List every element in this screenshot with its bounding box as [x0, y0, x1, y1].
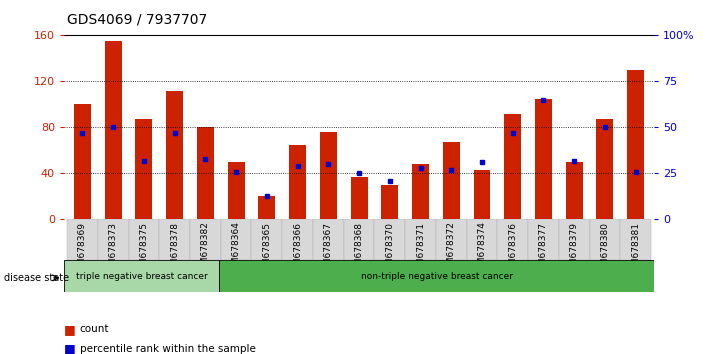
- Text: ■: ■: [64, 342, 76, 354]
- Bar: [159, 219, 190, 260]
- Text: GSM678382: GSM678382: [201, 222, 210, 276]
- Bar: [504, 114, 521, 219]
- Bar: [351, 177, 368, 219]
- Bar: [559, 219, 589, 260]
- Bar: [535, 99, 552, 219]
- Bar: [627, 70, 644, 219]
- Text: GDS4069 / 7937707: GDS4069 / 7937707: [67, 12, 208, 26]
- Bar: [412, 164, 429, 219]
- Bar: [381, 185, 398, 219]
- Text: GSM678364: GSM678364: [232, 222, 240, 276]
- Bar: [129, 219, 159, 260]
- Text: GSM678365: GSM678365: [262, 222, 272, 276]
- Bar: [375, 219, 405, 260]
- Text: GSM678378: GSM678378: [170, 222, 179, 276]
- Bar: [74, 104, 91, 219]
- Text: GSM678377: GSM678377: [539, 222, 548, 276]
- Bar: [282, 219, 313, 260]
- Bar: [436, 219, 466, 260]
- Text: GSM678369: GSM678369: [78, 222, 87, 276]
- Bar: [320, 132, 337, 219]
- Text: GSM678379: GSM678379: [570, 222, 579, 276]
- Text: percentile rank within the sample: percentile rank within the sample: [80, 344, 255, 354]
- Text: ■: ■: [64, 323, 76, 336]
- Bar: [190, 219, 220, 260]
- Text: count: count: [80, 324, 109, 334]
- Bar: [197, 127, 214, 219]
- Bar: [597, 119, 614, 219]
- Bar: [228, 162, 245, 219]
- Bar: [443, 142, 460, 219]
- Bar: [343, 219, 375, 260]
- Bar: [289, 145, 306, 219]
- Bar: [166, 91, 183, 219]
- Bar: [528, 219, 559, 260]
- Bar: [64, 260, 219, 292]
- Bar: [313, 219, 343, 260]
- Text: GSM678372: GSM678372: [447, 222, 456, 276]
- Text: GSM678380: GSM678380: [601, 222, 609, 276]
- Bar: [136, 119, 152, 219]
- Bar: [98, 219, 129, 260]
- Bar: [474, 170, 491, 219]
- Bar: [258, 196, 275, 219]
- Bar: [620, 219, 651, 260]
- Text: non-triple negative breast cancer: non-triple negative breast cancer: [360, 272, 513, 281]
- Text: GSM678370: GSM678370: [385, 222, 395, 276]
- Bar: [252, 219, 282, 260]
- Text: disease state: disease state: [4, 273, 69, 283]
- Text: triple negative breast cancer: triple negative breast cancer: [76, 272, 208, 281]
- Text: GSM678371: GSM678371: [416, 222, 425, 276]
- Text: GSM678381: GSM678381: [631, 222, 640, 276]
- Text: GSM678376: GSM678376: [508, 222, 517, 276]
- Bar: [105, 41, 122, 219]
- Bar: [589, 219, 620, 260]
- Text: GSM678375: GSM678375: [139, 222, 149, 276]
- Text: GSM678367: GSM678367: [324, 222, 333, 276]
- Text: GSM678374: GSM678374: [478, 222, 486, 276]
- Bar: [498, 219, 528, 260]
- Bar: [566, 162, 582, 219]
- Bar: [219, 260, 654, 292]
- Text: GSM678366: GSM678366: [293, 222, 302, 276]
- Bar: [220, 219, 252, 260]
- Bar: [466, 219, 498, 260]
- Text: GSM678373: GSM678373: [109, 222, 117, 276]
- Bar: [405, 219, 436, 260]
- Bar: [67, 219, 98, 260]
- Text: GSM678368: GSM678368: [355, 222, 363, 276]
